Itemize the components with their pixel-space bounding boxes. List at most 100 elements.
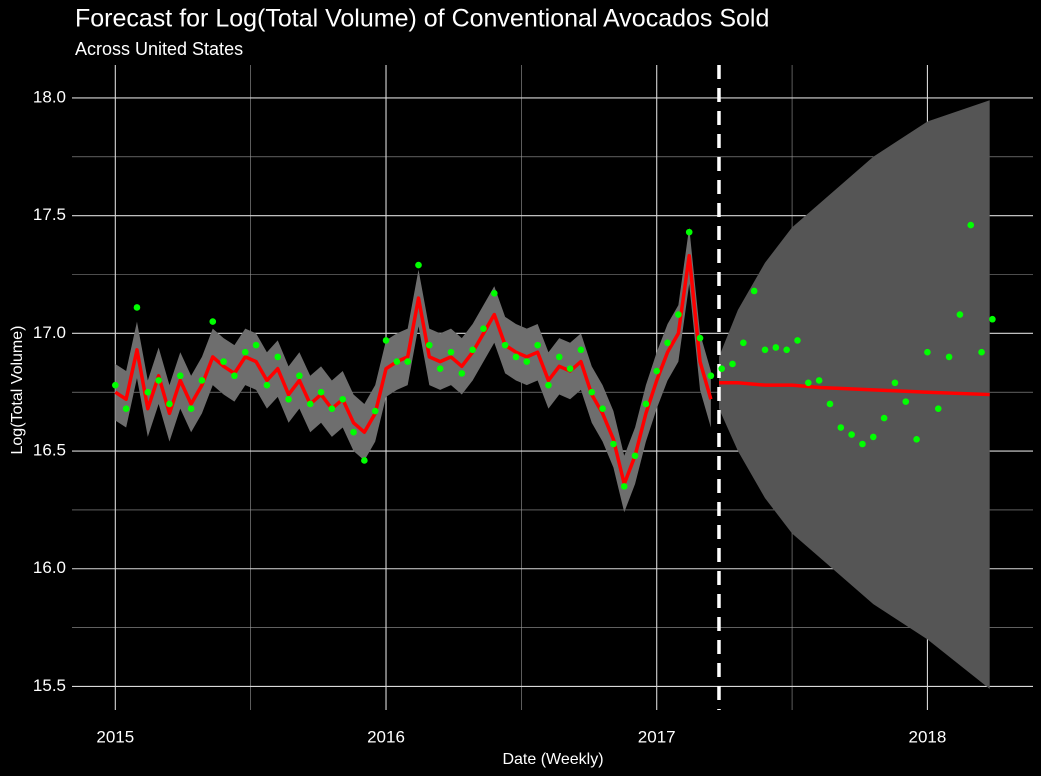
- observed-point: [740, 339, 747, 347]
- observed-point: [750, 287, 758, 295]
- x-axis-label: Date (Weekly): [502, 751, 603, 768]
- observed-point: [902, 398, 910, 405]
- observed-point: [989, 315, 996, 323]
- observed-point: [534, 341, 541, 349]
- observed-point: [350, 428, 357, 436]
- observed-point: [469, 346, 476, 354]
- observed-point: [631, 452, 639, 460]
- observed-point: [209, 318, 217, 325]
- observed-point: [610, 440, 617, 448]
- observed-point: [967, 221, 975, 229]
- observed-point: [382, 337, 390, 344]
- observed-point: [555, 353, 563, 361]
- observed-point: [512, 353, 520, 361]
- forecast-line: [718, 381, 990, 397]
- observed-point: [274, 353, 282, 361]
- observed-point: [112, 381, 119, 389]
- observed-point: [393, 358, 401, 365]
- observed-point: [231, 372, 238, 380]
- observed-point: [815, 377, 823, 384]
- fitted-line: [114, 253, 713, 486]
- observed-point: [859, 440, 866, 448]
- observed-point: [404, 358, 411, 365]
- observed-point: [783, 346, 790, 354]
- observed-point: [577, 346, 585, 354]
- observed-point: [869, 433, 877, 441]
- observed-point: [339, 395, 347, 403]
- observed-point: [772, 344, 780, 351]
- observed-point: [978, 348, 985, 356]
- observed-point: [588, 388, 596, 396]
- y-tick-label: 16.5: [33, 441, 66, 460]
- observed-point: [361, 457, 368, 464]
- observed-point: [924, 348, 931, 356]
- observed-point: [523, 358, 531, 365]
- observed-point: [653, 367, 661, 375]
- observed-point: [198, 377, 206, 384]
- observed-point: [880, 414, 888, 422]
- forecast-interval: [718, 100, 990, 689]
- y-tick-label: 17.5: [33, 205, 66, 224]
- y-tick-label: 18.0: [33, 87, 66, 106]
- observed-point: [122, 405, 130, 412]
- observed-point: [144, 388, 152, 396]
- observed-point: [263, 381, 271, 389]
- observed-point: [285, 395, 292, 403]
- observed-point: [296, 372, 303, 380]
- observed-point: [371, 407, 379, 415]
- observed-point: [566, 365, 574, 372]
- observed-point: [166, 400, 173, 408]
- observed-point: [945, 353, 953, 361]
- observed-point: [155, 377, 162, 384]
- observed-point: [176, 372, 184, 380]
- observed-point: [426, 341, 433, 349]
- observed-point: [620, 483, 628, 490]
- observed-point: [415, 261, 422, 269]
- observed-point: [934, 405, 942, 412]
- observed-point: [761, 346, 769, 354]
- x-tick-label: 2016: [367, 727, 405, 746]
- observed-point: [664, 339, 671, 347]
- observed-point: [458, 370, 466, 377]
- observed-point: [642, 400, 650, 408]
- observed-point: [447, 348, 455, 356]
- observed-point: [436, 365, 444, 372]
- x-tick-label: 2018: [909, 727, 947, 746]
- chart-title: Forecast for Log(Total Volume) of Conven…: [75, 5, 769, 33]
- observed-point: [599, 405, 606, 412]
- observed-point: [675, 311, 682, 318]
- observed-point: [545, 381, 552, 389]
- observed-point: [707, 372, 715, 380]
- observed-point: [891, 379, 899, 387]
- observed-point: [956, 311, 964, 318]
- y-tick-label: 17.0: [33, 323, 66, 342]
- observed-point: [187, 405, 195, 412]
- observed-point: [328, 405, 336, 412]
- chart-subtitle: Across United States: [75, 39, 243, 59]
- observed-point: [480, 325, 487, 332]
- observed-point: [220, 358, 227, 365]
- observed-point: [826, 400, 834, 408]
- observed-point: [729, 360, 736, 368]
- observed-point: [252, 341, 260, 349]
- observed-point: [805, 379, 812, 387]
- observed-point: [718, 365, 725, 372]
- y-tick-label: 15.5: [33, 676, 66, 695]
- observed-point: [306, 400, 314, 408]
- observed-point: [837, 424, 845, 431]
- observed-point: [696, 334, 704, 342]
- observed-point: [241, 348, 249, 356]
- observed-point: [685, 228, 693, 236]
- observed-point: [317, 388, 325, 396]
- x-tick-label: 2015: [96, 727, 134, 746]
- observed-point: [490, 290, 498, 297]
- observed-point: [133, 304, 141, 311]
- observed-point: [794, 337, 801, 344]
- confidence-band: [115, 227, 711, 513]
- y-tick-label: 16.0: [33, 558, 66, 577]
- x-tick-label: 2017: [638, 727, 676, 746]
- observed-point: [913, 435, 920, 443]
- observed-point: [501, 341, 509, 349]
- observed-point: [848, 431, 855, 438]
